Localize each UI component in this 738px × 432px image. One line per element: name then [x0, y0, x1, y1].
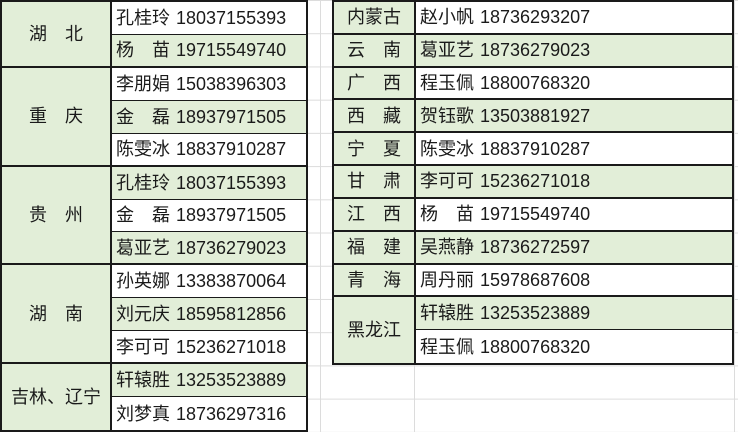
contact-name: 孔桂玲	[116, 172, 170, 193]
province-cell[interactable]: 福 建	[334, 231, 416, 265]
contact-cell[interactable]: 陈雯冰 18837910287	[416, 133, 732, 167]
province-cell[interactable]: 吉林、辽宁	[2, 364, 112, 430]
province-cell[interactable]: 湖 南	[2, 265, 112, 365]
contact-cell[interactable]: 轩辕胜 13253523889	[112, 364, 306, 398]
contact-cell[interactable]: 贺钰歌 13503881927	[416, 100, 732, 134]
contact-phone: 13503881927	[480, 105, 591, 126]
contact-name: 赵小帆	[420, 7, 474, 28]
contact-cell[interactable]: 李朋娟 15038396303	[112, 67, 306, 101]
contact-phone: 18037155393	[176, 172, 287, 193]
left-contact-table: 湖 北 孔桂玲 18037155393 杨 苗 19715549740 重 庆 …	[0, 0, 308, 432]
contact-cell[interactable]: 刘梦真 18736297316	[112, 397, 306, 430]
contact-cell[interactable]: 杨 苗 19715549740	[416, 198, 732, 232]
contact-phone: 15038396303	[176, 73, 287, 94]
contact-phone: 19715549740	[480, 204, 591, 225]
contact-name: 杨 苗	[116, 40, 170, 61]
province-cell[interactable]: 湖 北	[2, 2, 112, 68]
contact-name: 程玉佩	[420, 73, 474, 94]
contact-name: 程玉佩	[420, 336, 474, 357]
contact-cell[interactable]: 李可可 15236271018	[112, 331, 306, 365]
contact-name: 李可可	[420, 171, 474, 192]
contact-phone: 18736297316	[176, 403, 287, 424]
contact-phone: 15978687608	[480, 269, 591, 290]
contact-name: 金 磊	[116, 106, 170, 127]
contact-cell[interactable]: 赵小帆 18736293207	[416, 2, 732, 35]
contact-name: 孙英娜	[116, 271, 170, 292]
contact-cell[interactable]: 杨 苗 19715549740	[112, 34, 306, 68]
contact-name: 贺钰歌	[420, 105, 474, 126]
contact-name: 刘梦真	[116, 403, 170, 424]
contact-name: 周丹丽	[420, 269, 474, 290]
contact-phone: 15236271018	[480, 171, 591, 192]
contact-cell[interactable]: 金 磊 18937971505	[112, 199, 306, 233]
contact-cell[interactable]: 孙英娜 13383870064	[112, 265, 306, 299]
contact-name: 陈雯冰	[420, 138, 474, 159]
contact-name: 吴燕静	[420, 237, 474, 258]
contact-phone: 18595812856	[176, 304, 287, 325]
province-cell[interactable]: 广 西	[334, 67, 416, 101]
province-cell[interactable]: 甘 肃	[334, 166, 416, 199]
contact-name: 金 磊	[116, 205, 170, 226]
grid-line-vertical	[320, 0, 321, 432]
province-cell[interactable]: 重 庆	[2, 67, 112, 167]
contact-phone: 18837910287	[480, 138, 591, 159]
contact-cell[interactable]: 李可可 15236271018	[416, 166, 732, 199]
contact-phone: 19715549740	[176, 40, 287, 61]
contact-phone: 13253523889	[176, 370, 287, 391]
contact-cell[interactable]: 陈雯冰 18837910287	[112, 133, 306, 167]
contact-phone: 18837910287	[176, 139, 287, 160]
contact-name: 葛亚艺	[116, 237, 170, 258]
contact-name: 葛亚艺	[420, 40, 474, 61]
contact-name: 李可可	[116, 336, 170, 357]
contact-cell[interactable]: 吴燕静 18736272597	[416, 231, 732, 265]
contact-phone: 18800768320	[480, 336, 591, 357]
contact-phone: 18937971505	[176, 106, 287, 127]
contact-cell[interactable]: 孔桂玲 18037155393	[112, 2, 306, 35]
contact-cell[interactable]: 刘元庆 18595812856	[112, 298, 306, 332]
contact-cell[interactable]: 程玉佩 18800768320	[416, 67, 732, 101]
contact-phone: 15236271018	[176, 336, 287, 357]
contact-cell[interactable]: 葛亚艺 18736279023	[112, 232, 306, 266]
contact-name: 孔桂玲	[116, 7, 170, 28]
grid-line-vertical	[734, 0, 735, 432]
province-cell[interactable]: 青 海	[334, 264, 416, 298]
contact-name: 轩辕胜	[116, 370, 170, 391]
province-cell[interactable]: 宁 夏	[334, 133, 416, 167]
contact-cell[interactable]: 周丹丽 15978687608	[416, 264, 732, 298]
contact-phone: 13253523889	[480, 303, 591, 324]
contact-phone: 18937971505	[176, 205, 287, 226]
contact-name: 陈雯冰	[116, 139, 170, 160]
contact-phone: 18736293207	[480, 7, 591, 28]
contact-phone: 18736272597	[480, 237, 591, 258]
province-cell[interactable]: 西 藏	[334, 100, 416, 134]
contact-cell[interactable]: 轩辕胜 13253523889	[416, 297, 732, 331]
contact-phone: 13383870064	[176, 271, 287, 292]
contact-cell[interactable]: 孔桂玲 18037155393	[112, 166, 306, 200]
contact-cell[interactable]: 金 磊 18937971505	[112, 100, 306, 134]
contact-name: 李朋娟	[116, 73, 170, 94]
province-cell[interactable]: 黑龙江	[334, 297, 416, 363]
contact-name: 刘元庆	[116, 304, 170, 325]
contact-phone: 18736279023	[176, 237, 287, 258]
province-cell[interactable]: 内蒙古	[334, 2, 416, 35]
province-cell[interactable]: 贵 州	[2, 166, 112, 266]
contact-phone: 18037155393	[176, 7, 287, 28]
right-contact-table: 内蒙古 赵小帆 18736293207 云 南 葛亚艺 18736279023 …	[332, 0, 734, 365]
contact-cell[interactable]: 程玉佩 18800768320	[416, 330, 732, 363]
province-cell[interactable]: 江 西	[334, 198, 416, 232]
contact-name: 轩辕胜	[420, 303, 474, 324]
contact-cell[interactable]: 葛亚艺 18736279023	[416, 34, 732, 68]
province-cell[interactable]: 云 南	[334, 34, 416, 68]
contact-name: 杨 苗	[420, 204, 474, 225]
contact-phone: 18800768320	[480, 73, 591, 94]
contact-phone: 18736279023	[480, 40, 591, 61]
